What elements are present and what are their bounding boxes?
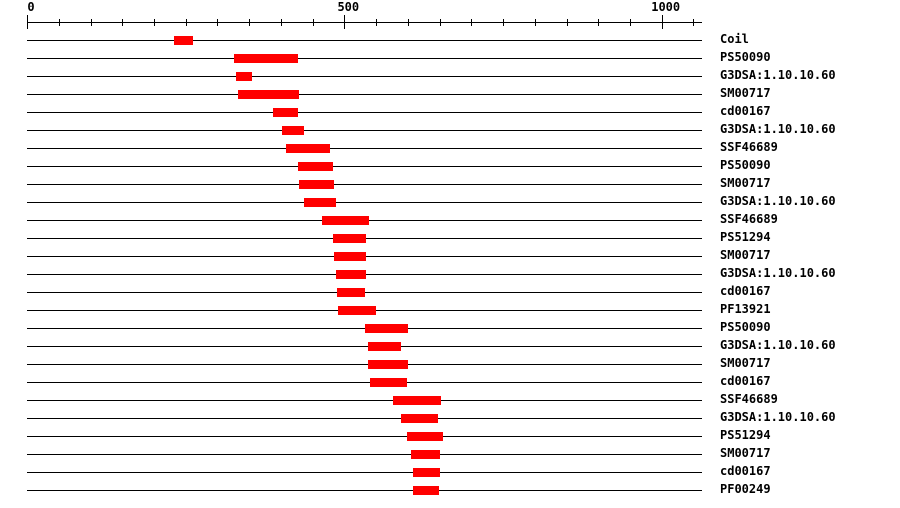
axis-minor-tick bbox=[280, 19, 282, 26]
axis-minor-tick bbox=[439, 19, 441, 26]
axis-minor-tick bbox=[217, 19, 219, 26]
feature-label: SM00717 bbox=[720, 175, 771, 190]
sequence-line bbox=[27, 381, 702, 383]
feature-bar[interactable] bbox=[285, 143, 330, 153]
sequence-line bbox=[27, 471, 702, 473]
feature-bar[interactable] bbox=[281, 125, 305, 135]
feature-bar[interactable] bbox=[233, 53, 298, 63]
feature-label: G3DSA:1.10.10.60 bbox=[720, 193, 836, 208]
feature-label: SM00717 bbox=[720, 85, 771, 100]
sequence-line bbox=[27, 129, 702, 131]
feature-label: cd00167 bbox=[720, 373, 771, 388]
sequence-line bbox=[27, 75, 702, 77]
axis-minor-tick bbox=[693, 19, 695, 26]
feature-bar[interactable] bbox=[235, 71, 253, 81]
feature-label: SSF46689 bbox=[720, 391, 778, 406]
sequence-line bbox=[27, 111, 702, 113]
axis-minor-tick bbox=[249, 19, 251, 26]
feature-bar[interactable] bbox=[369, 377, 408, 387]
sequence-line bbox=[27, 489, 702, 491]
feature-label: SSF46689 bbox=[720, 139, 778, 154]
feature-bar[interactable] bbox=[304, 197, 336, 207]
feature-label: cd00167 bbox=[720, 103, 771, 118]
sequence-line bbox=[27, 417, 702, 419]
sequence-line bbox=[27, 363, 702, 365]
sequence-line bbox=[27, 39, 702, 41]
feature-label: G3DSA:1.10.10.60 bbox=[720, 67, 836, 82]
axis-minor-tick bbox=[90, 19, 92, 26]
feature-bar[interactable] bbox=[299, 179, 335, 189]
sequence-line bbox=[27, 57, 702, 59]
sequence-line bbox=[27, 399, 702, 401]
feature-bar[interactable] bbox=[338, 305, 377, 315]
sequence-line bbox=[27, 165, 702, 167]
feature-label: cd00167 bbox=[720, 283, 771, 298]
feature-label: Coil bbox=[720, 31, 749, 46]
sequence-line bbox=[27, 327, 702, 329]
axis-minor-tick bbox=[153, 19, 155, 26]
feature-bar[interactable] bbox=[298, 161, 333, 171]
axis-minor-tick bbox=[407, 19, 409, 26]
feature-bar[interactable] bbox=[237, 89, 300, 99]
feature-label: SM00717 bbox=[720, 247, 771, 262]
sequence-line bbox=[27, 183, 702, 185]
feature-label: SM00717 bbox=[720, 445, 771, 460]
sequence-line bbox=[27, 147, 702, 149]
feature-label: G3DSA:1.10.10.60 bbox=[720, 265, 836, 280]
axis-tick-label: 0 bbox=[27, 0, 35, 14]
feature-bar[interactable] bbox=[321, 215, 369, 225]
axis-major-tick bbox=[27, 15, 28, 29]
feature-bar[interactable] bbox=[332, 233, 367, 243]
feature-bar[interactable] bbox=[400, 413, 439, 423]
feature-label: G3DSA:1.10.10.60 bbox=[720, 337, 836, 352]
feature-label: PS50090 bbox=[720, 157, 771, 172]
feature-bar[interactable] bbox=[412, 485, 439, 495]
axis-minor-tick bbox=[471, 19, 473, 26]
axis-minor-tick bbox=[185, 19, 187, 26]
axis-major-tick bbox=[661, 15, 663, 29]
feature-label: SM00717 bbox=[720, 355, 771, 370]
feature-bar[interactable] bbox=[367, 341, 401, 351]
feature-bar[interactable] bbox=[406, 431, 444, 441]
axis-major-tick bbox=[344, 15, 346, 29]
axis-minor-tick bbox=[58, 19, 60, 26]
feature-label: PS51294 bbox=[720, 427, 771, 442]
axis-tick-label: 1000 bbox=[651, 0, 681, 14]
feature-label: G3DSA:1.10.10.60 bbox=[720, 121, 836, 136]
feature-label: SSF46689 bbox=[720, 211, 778, 226]
feature-bar[interactable] bbox=[273, 107, 298, 117]
feature-label: PF13921 bbox=[720, 301, 771, 316]
axis-minor-tick bbox=[122, 19, 124, 26]
feature-bar[interactable] bbox=[368, 359, 409, 369]
feature-bar[interactable] bbox=[174, 35, 194, 45]
feature-bar[interactable] bbox=[412, 467, 440, 477]
axis-minor-tick bbox=[598, 19, 600, 26]
feature-label: G3DSA:1.10.10.60 bbox=[720, 409, 836, 424]
sequence-line bbox=[27, 93, 702, 95]
sequence-line bbox=[27, 345, 702, 347]
axis-minor-tick bbox=[566, 19, 568, 26]
axis-minor-tick bbox=[376, 19, 378, 26]
feature-bar[interactable] bbox=[393, 395, 442, 405]
feature-label: PS50090 bbox=[720, 49, 771, 64]
axis-tick-label: 500 bbox=[337, 0, 360, 14]
feature-label: PS50090 bbox=[720, 319, 771, 334]
axis-minor-tick bbox=[534, 19, 536, 26]
feature-bar[interactable] bbox=[334, 251, 366, 261]
axis-line bbox=[27, 22, 702, 23]
feature-label: cd00167 bbox=[720, 463, 771, 478]
axis-minor-tick bbox=[312, 19, 314, 26]
axis-minor-tick bbox=[629, 19, 631, 26]
feature-label: PS51294 bbox=[720, 229, 771, 244]
feature-bar[interactable] bbox=[365, 323, 408, 333]
sequence-line bbox=[27, 201, 702, 203]
sequence-line bbox=[27, 435, 702, 437]
feature-bar[interactable] bbox=[337, 287, 366, 297]
feature-bar[interactable] bbox=[411, 449, 441, 459]
feature-label: PF00249 bbox=[720, 481, 771, 496]
sequence-line bbox=[27, 453, 702, 455]
axis-minor-tick bbox=[503, 19, 504, 26]
feature-bar[interactable] bbox=[336, 269, 366, 279]
